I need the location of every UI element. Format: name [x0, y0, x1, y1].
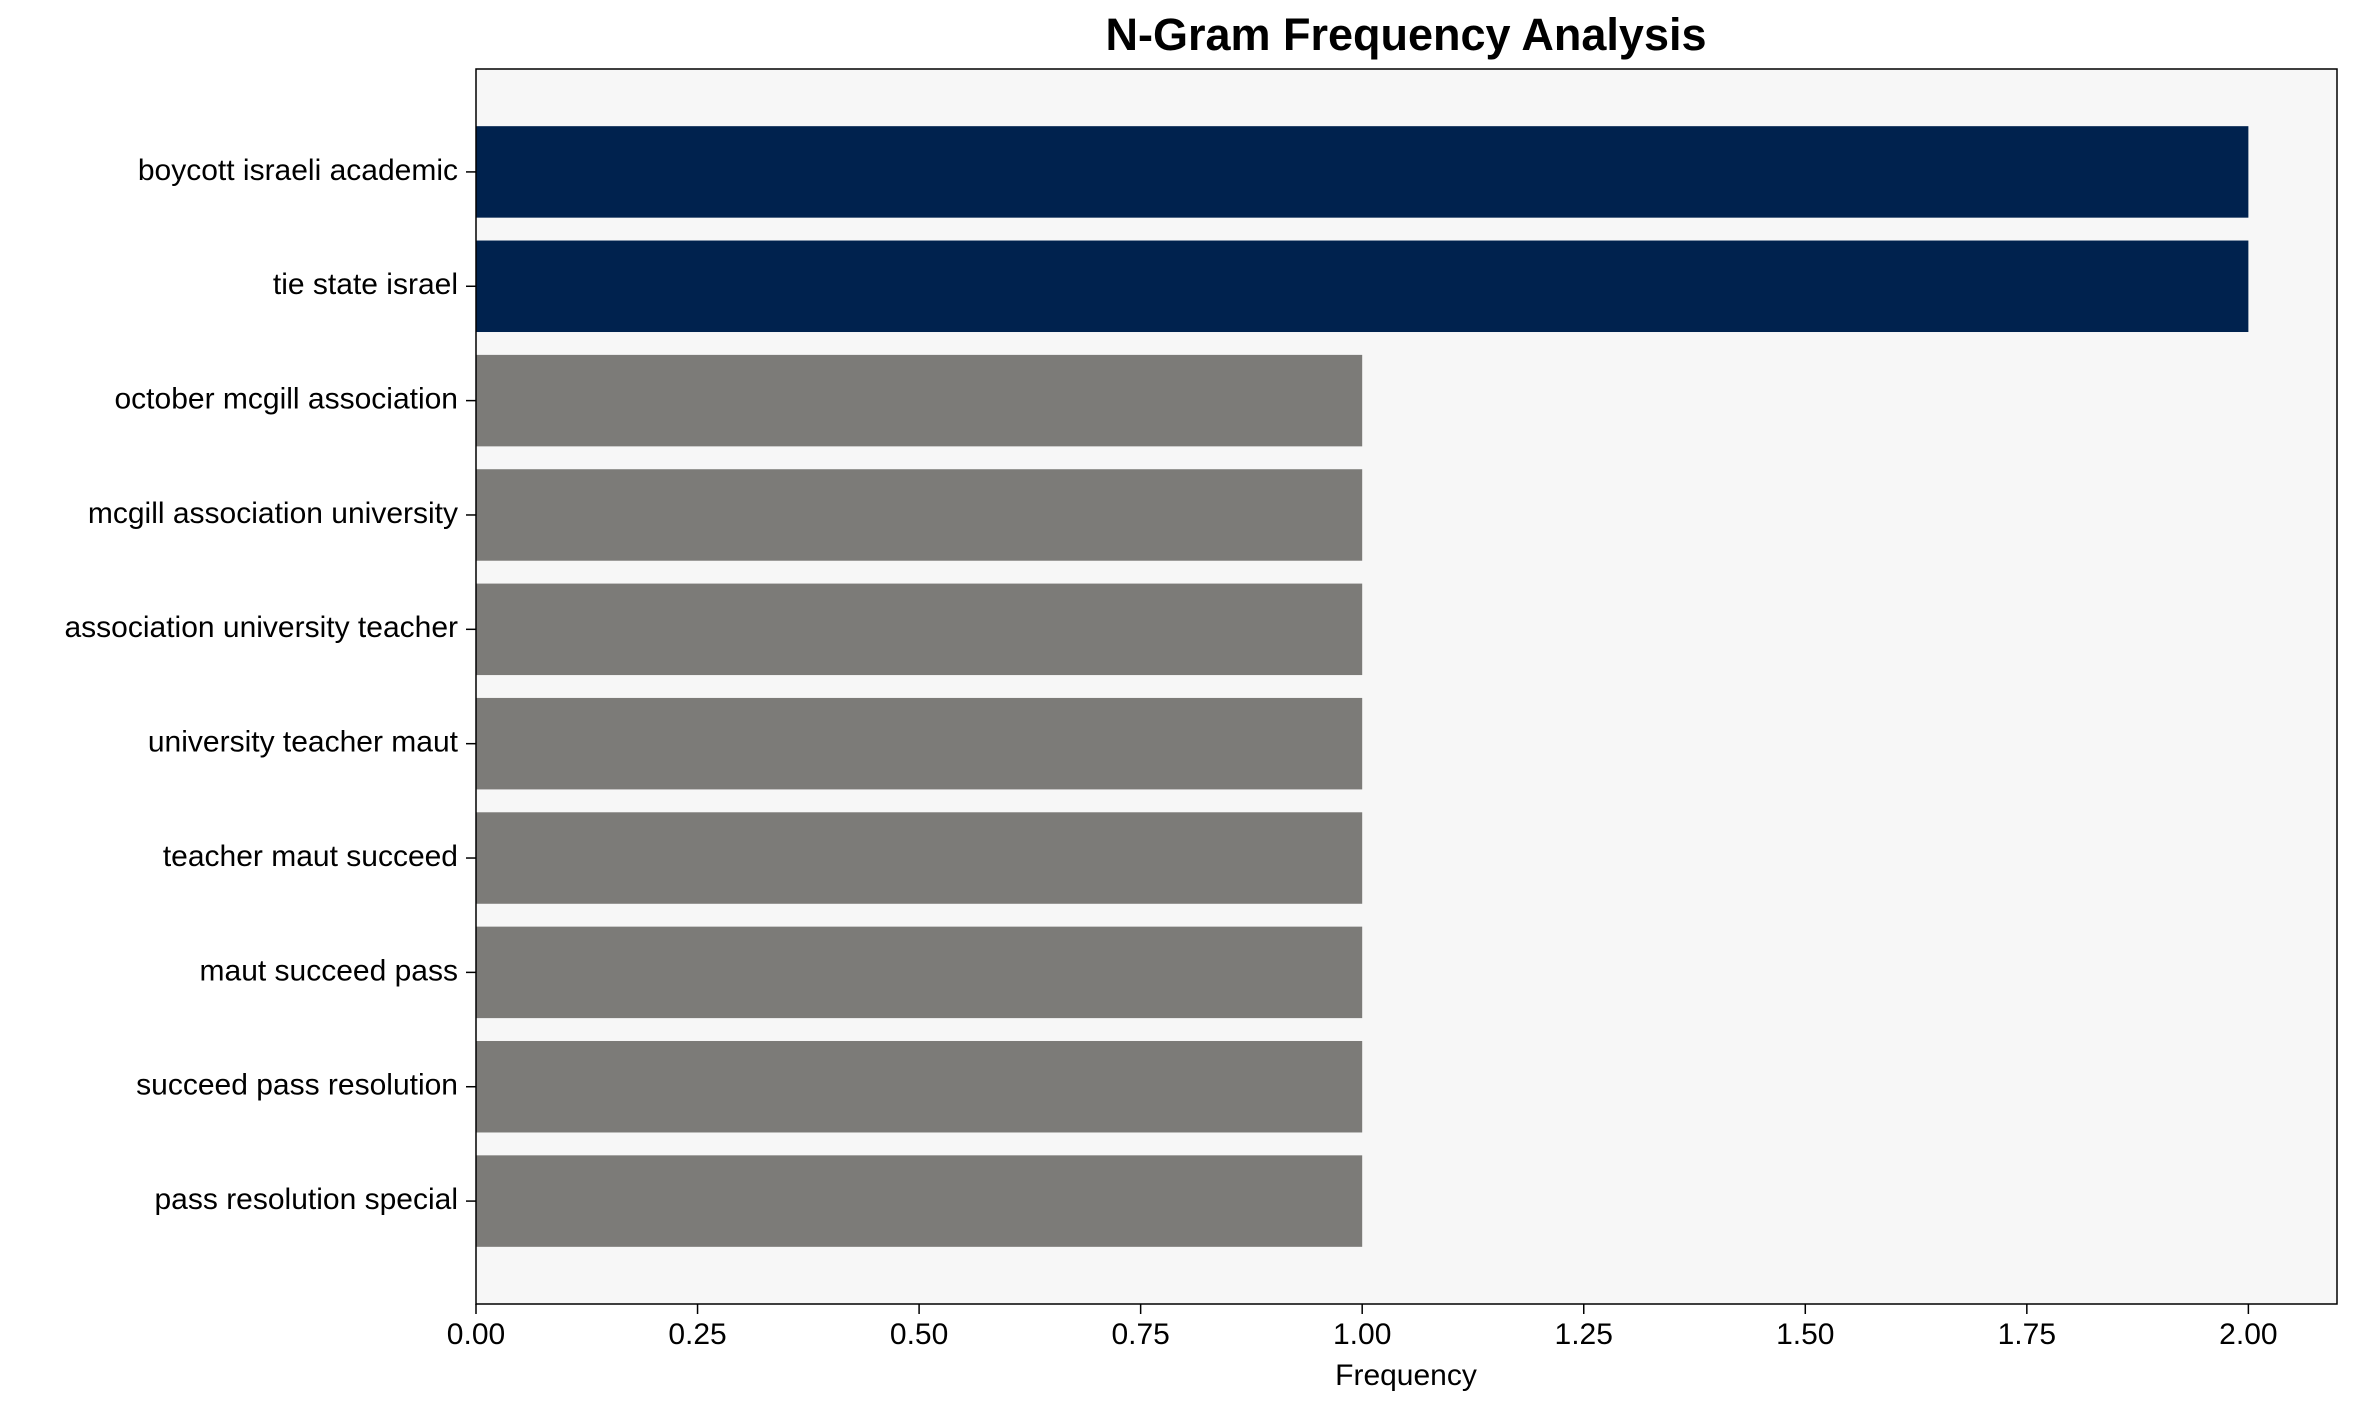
bar [476, 240, 2249, 333]
bar [476, 1040, 1363, 1133]
y-tick-label: mcgill association university [88, 497, 458, 530]
x-tick-label: 0.50 [890, 1318, 948, 1351]
bar [476, 812, 1363, 904]
y-tick-label: university teacher maut [148, 726, 459, 759]
bar [476, 1155, 1363, 1247]
y-tick-label: october mcgill association [115, 383, 459, 416]
x-tick-label: 0.25 [668, 1318, 726, 1351]
y-tick-label: teacher maut succeed [163, 840, 458, 873]
y-tick-label: pass resolution special [154, 1183, 458, 1216]
chart-title: N-Gram Frequency Analysis [1105, 9, 1706, 60]
bar [476, 583, 1363, 676]
y-tick-label: tie state israel [273, 268, 458, 301]
bar [476, 469, 1363, 561]
bar [476, 697, 1363, 790]
x-tick-label: 0.75 [1111, 1318, 1169, 1351]
y-tick-label: association university teacher [64, 611, 458, 644]
x-tick-label: 1.00 [1333, 1318, 1391, 1351]
y-tick-label: maut succeed pass [200, 954, 458, 987]
x-tick-label: 1.75 [1998, 1318, 2056, 1351]
x-tick-label: 0.00 [447, 1318, 505, 1351]
x-tick-label: 2.00 [2219, 1318, 2277, 1351]
y-tick-label: succeed pass resolution [136, 1069, 458, 1102]
bar [476, 354, 1363, 447]
x-tick-label: 1.50 [1776, 1318, 1834, 1351]
plot-frame [475, 68, 2338, 1305]
bar [476, 126, 2249, 218]
y-tick-label: boycott israeli academic [138, 154, 458, 187]
bar [476, 926, 1363, 1019]
x-tick-label: 1.25 [1555, 1318, 1613, 1351]
x-axis-label: Frequency [1335, 1359, 1477, 1392]
